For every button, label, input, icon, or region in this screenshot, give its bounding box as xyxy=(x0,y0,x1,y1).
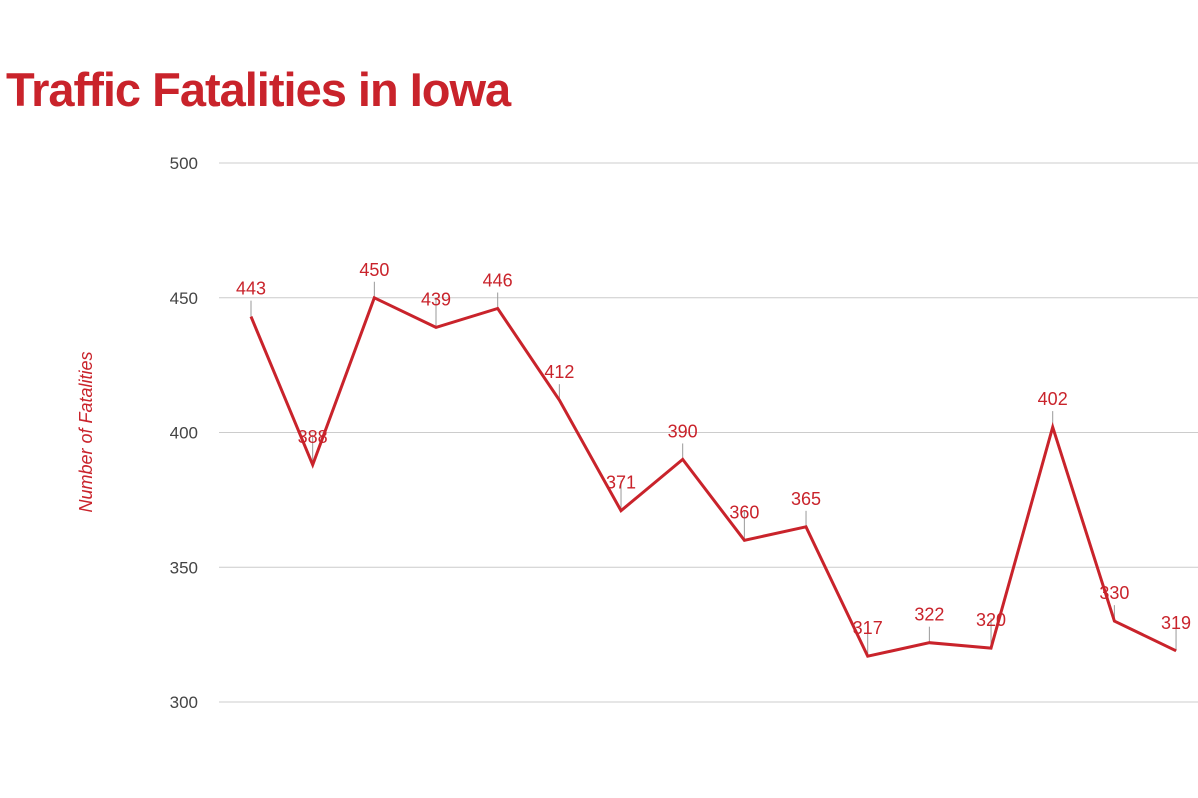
y-axis-label: Number of Fatalities xyxy=(76,351,96,512)
data-label: 319 xyxy=(1161,613,1191,633)
data-label: 388 xyxy=(298,427,328,447)
data-label: 317 xyxy=(853,618,883,638)
data-label: 330 xyxy=(1099,583,1129,603)
data-label: 450 xyxy=(359,260,389,280)
y-tick-label: 300 xyxy=(170,693,198,712)
data-label: 322 xyxy=(914,605,944,625)
data-label: 412 xyxy=(544,362,574,382)
y-tick-label: 400 xyxy=(170,424,198,443)
data-label: 446 xyxy=(483,271,513,291)
y-axis-ticks: 500 450 400 350 300 xyxy=(170,154,198,712)
data-label: 390 xyxy=(668,421,698,441)
label-stems xyxy=(250,281,1177,657)
y-tick-label: 500 xyxy=(170,154,198,173)
y-tick-label: 450 xyxy=(170,289,198,308)
data-label: 320 xyxy=(976,610,1006,630)
data-label: 360 xyxy=(729,502,759,522)
data-labels: 443 388 450 439 446 412 371 390 360 365 317 322 320 4… xyxy=(236,260,1191,638)
series-line xyxy=(249,295,1177,658)
data-label: 371 xyxy=(606,473,636,493)
data-label: 439 xyxy=(421,289,451,309)
data-label: 443 xyxy=(236,279,266,299)
data-label: 402 xyxy=(1038,389,1068,409)
chart-title: Traffic Fatalities in Iowa xyxy=(6,63,511,116)
y-tick-label: 350 xyxy=(170,558,198,577)
gridlines xyxy=(219,162,1198,703)
data-label: 365 xyxy=(791,489,821,509)
